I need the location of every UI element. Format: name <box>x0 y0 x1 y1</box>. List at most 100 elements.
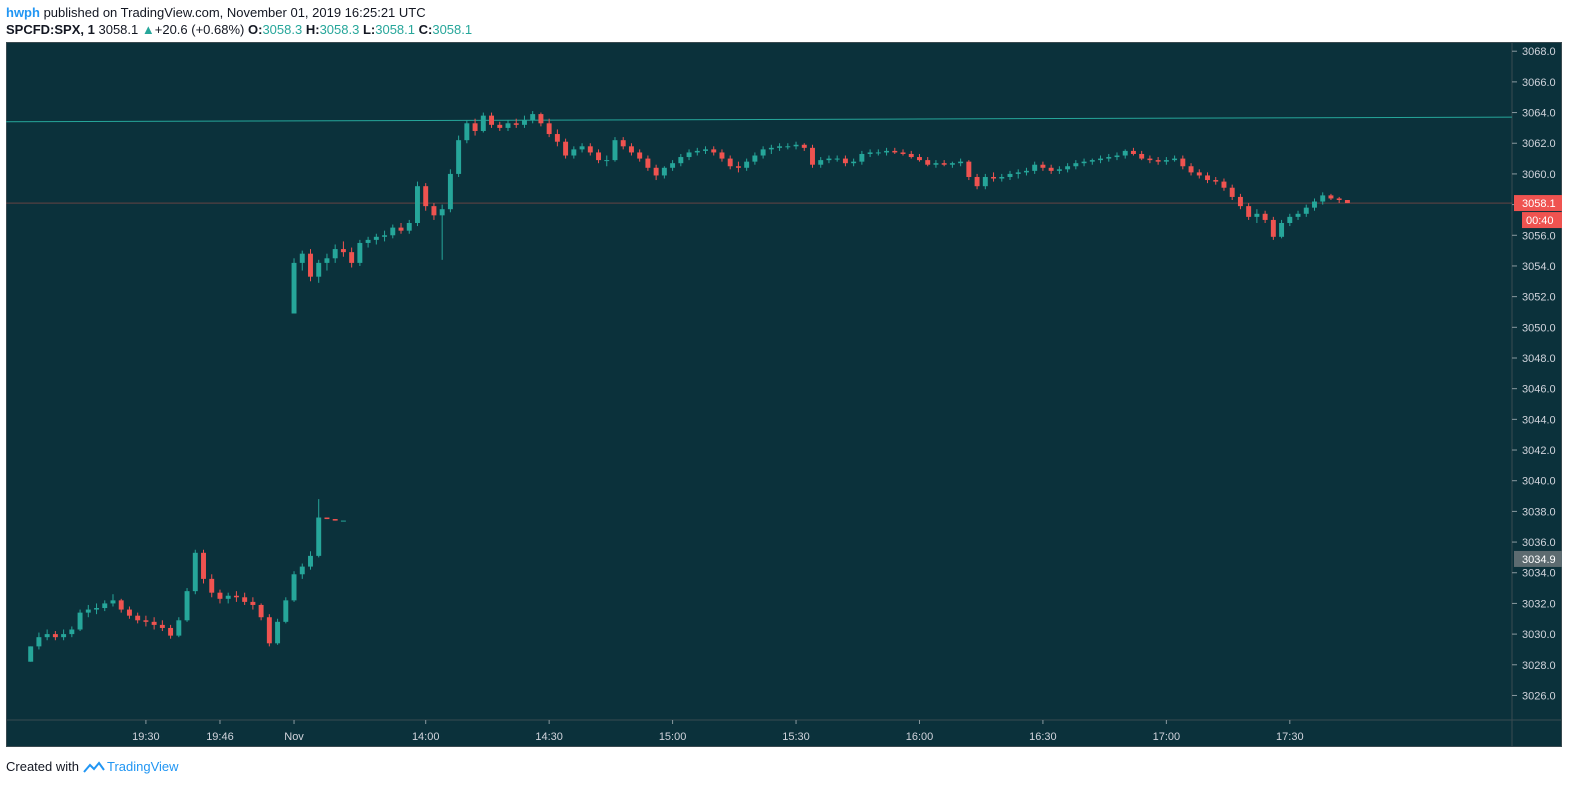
candle-session2 <box>373 236 379 240</box>
candle-session2 <box>941 163 947 165</box>
candle-session2 <box>1312 201 1317 208</box>
candle-session1 <box>242 597 248 602</box>
candle-session2 <box>1056 169 1062 171</box>
candle-session1 <box>69 629 75 635</box>
candle-session1 <box>52 634 58 638</box>
candle-session2 <box>316 262 322 277</box>
last-price: 3058.1 <box>98 22 139 37</box>
candle-session2 <box>1237 196 1243 207</box>
candle-session2 <box>398 227 404 231</box>
candle-session2 <box>1344 199 1350 204</box>
candle-session2 <box>1320 195 1326 202</box>
candle-session2 <box>645 158 651 168</box>
candle-session2 <box>653 167 659 176</box>
y-tick-label: 3048.0 <box>1522 353 1556 365</box>
candle-session2 <box>472 123 478 131</box>
open-value: 3058.3 <box>262 22 303 37</box>
candle-session2 <box>892 150 898 153</box>
candle-session2 <box>604 160 610 162</box>
candle-session2 <box>1023 170 1029 173</box>
candle-session2 <box>801 144 807 148</box>
candle-session1 <box>28 646 34 662</box>
candle-session2 <box>785 146 791 148</box>
last-price-label: 3058.1 <box>1522 198 1556 210</box>
x-tick-label: Nov <box>284 731 304 743</box>
candle-session2 <box>1328 195 1334 199</box>
tradingview-brand: TradingView <box>106 759 179 774</box>
close-value: 3058.1 <box>432 22 473 37</box>
marker-price-box <box>1514 550 1562 567</box>
candle-session2 <box>587 146 593 153</box>
y-tick-label: 3052.0 <box>1522 292 1556 304</box>
candle-session1 <box>299 566 305 575</box>
candle-session2 <box>777 146 783 148</box>
y-tick-label: 3030.0 <box>1522 629 1556 641</box>
candle-session1 <box>94 608 99 610</box>
y-tick-label: 3056.0 <box>1522 230 1556 242</box>
candle-session2 <box>842 158 848 164</box>
candle-session2 <box>439 209 445 216</box>
candle-session2 <box>513 123 519 125</box>
footer: Created with TradingView <box>6 759 179 774</box>
candle-session2 <box>447 173 453 210</box>
last-price-box <box>1514 195 1562 212</box>
candle-session1 <box>209 578 215 593</box>
low-value: 3058.1 <box>375 22 415 37</box>
low-label: L: <box>362 22 376 37</box>
candle-session2 <box>834 158 840 160</box>
candle-session2 <box>768 147 774 150</box>
candle-session2 <box>340 249 346 253</box>
candle-session2 <box>382 235 388 237</box>
candle-session2 <box>719 152 725 159</box>
candle-session2 <box>480 115 486 131</box>
candle-session2 <box>1089 160 1095 162</box>
candle-session1 <box>258 604 264 618</box>
candle-session2 <box>390 227 396 236</box>
candle-session2 <box>991 176 997 179</box>
candle-session2 <box>1287 216 1293 224</box>
candle-session2 <box>299 253 305 263</box>
y-tick-label: 3032.0 <box>1522 598 1556 610</box>
candle-session2 <box>908 153 914 158</box>
y-tick-label: 3042.0 <box>1522 445 1556 457</box>
marker-price-label: 3034.9 <box>1522 554 1556 566</box>
candle-session2 <box>530 114 536 121</box>
candle-session2 <box>958 161 964 164</box>
y-tick-label: 3036.0 <box>1522 537 1556 549</box>
price-change: +20.6 (+0.68%) <box>154 22 245 37</box>
candle-session1 <box>102 603 108 609</box>
candle-session2 <box>357 242 363 263</box>
x-tick-label: 19:46 <box>206 731 234 743</box>
y-tick-label: 3034.0 <box>1522 568 1556 580</box>
tradingview-link[interactable]: TradingView <box>83 759 179 774</box>
candle-session1 <box>61 634 67 638</box>
chart-canvas[interactable]: 3026.0 3028.0 3030.0 3032.0 3034.0 3036.0 3038… <box>6 42 1562 747</box>
candle-session2 <box>1205 175 1210 181</box>
candle-session2 <box>546 123 552 135</box>
y-tick-label: 3046.0 <box>1522 384 1556 396</box>
candle-session2 <box>563 141 569 156</box>
symbol-legend: SPCFD:SPX, 1 3058.1 ▲+20.6 (+0.68%) O:30… <box>6 22 472 37</box>
candle-session2 <box>925 160 931 165</box>
y-tick-label: 3060.0 <box>1522 169 1556 181</box>
candle-session2 <box>694 150 700 153</box>
candle-session2 <box>859 153 865 162</box>
candle-session1 <box>316 517 322 556</box>
candle-session1 <box>143 620 149 622</box>
y-tick-label: 3064.0 <box>1522 108 1556 120</box>
candle-session1 <box>159 624 165 628</box>
candle-session2 <box>620 140 626 147</box>
author-link[interactable]: hwph <box>6 5 40 20</box>
candle-session2 <box>1015 172 1021 174</box>
candle-session2 <box>1073 163 1079 167</box>
candle-session2 <box>1229 187 1235 197</box>
y-tick-label: 3066.0 <box>1522 77 1556 89</box>
candle-session2 <box>579 146 585 150</box>
candle-session1 <box>151 621 157 625</box>
candle-session2 <box>1196 172 1202 176</box>
trend-line <box>6 116 1513 123</box>
candle-session2 <box>324 258 330 263</box>
candle-session2 <box>1139 153 1145 159</box>
candle-session2 <box>917 157 922 161</box>
candle-session2 <box>1048 167 1054 171</box>
